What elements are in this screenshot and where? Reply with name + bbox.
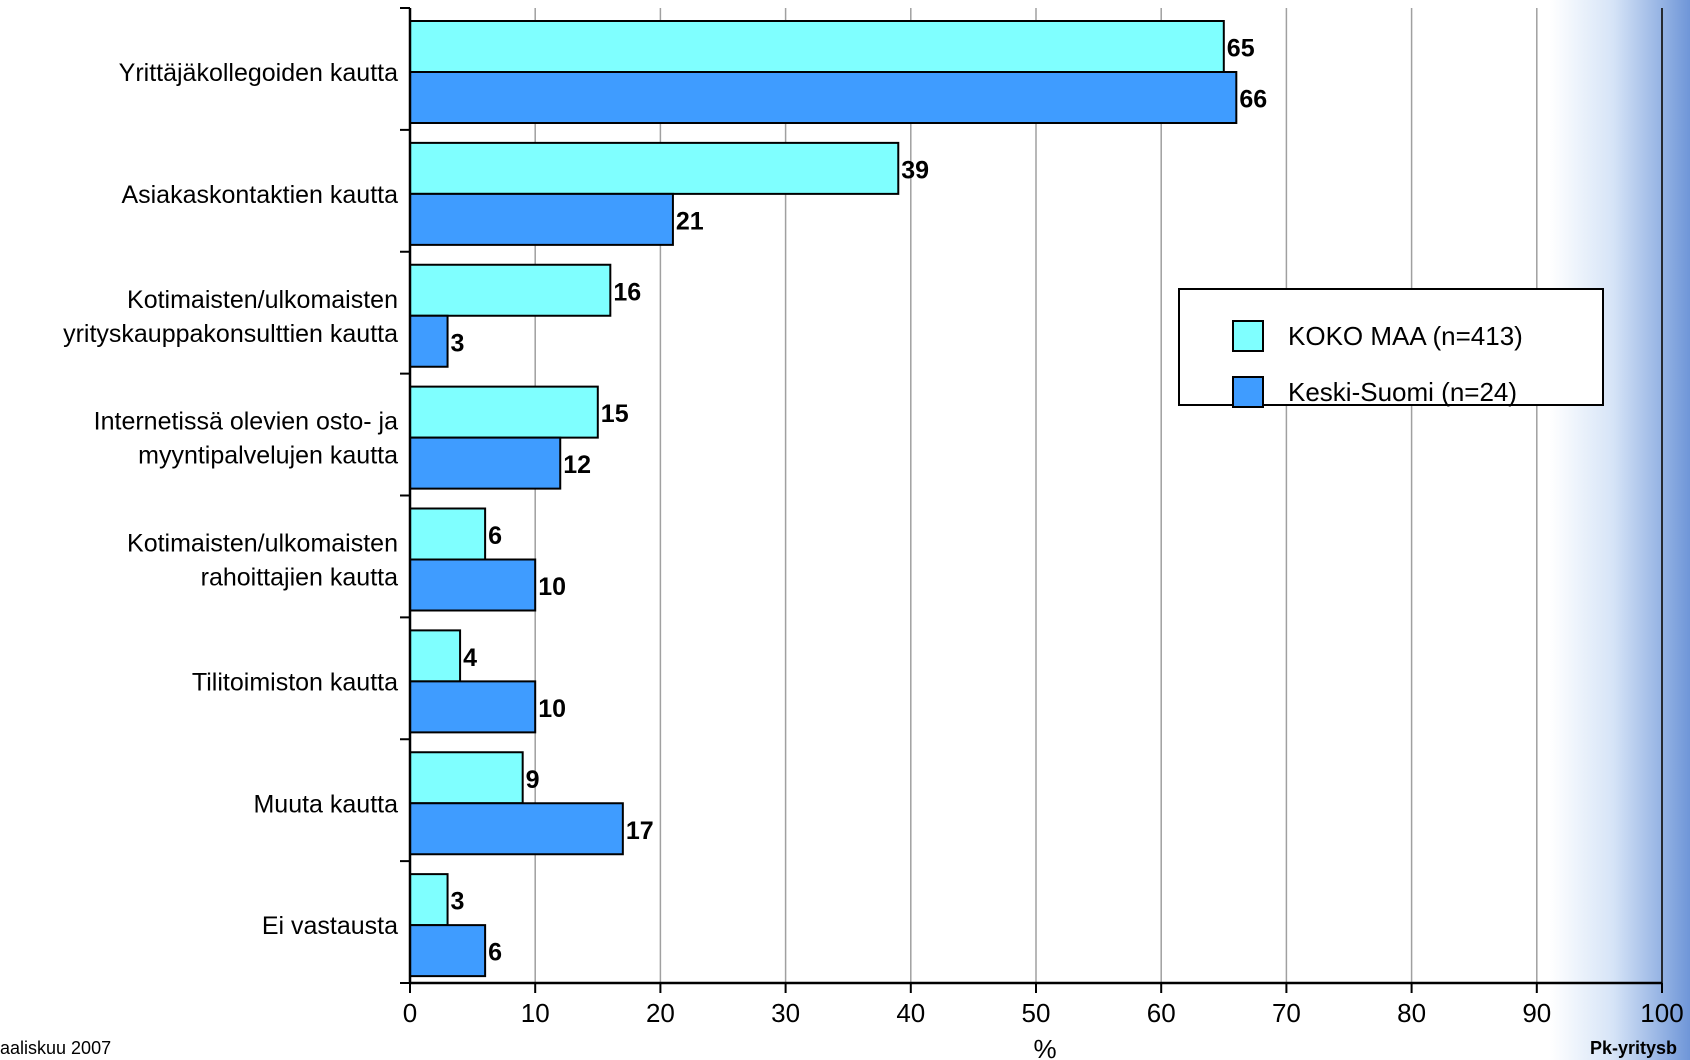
background-gradient bbox=[1550, 0, 1690, 1060]
bar-value-label: 15 bbox=[601, 400, 629, 428]
legend: KOKO MAA (n=413) Keski-Suomi (n=24) bbox=[1178, 288, 1604, 408]
x-tick-label: 90 bbox=[1522, 998, 1551, 1028]
bar-value-label: 3 bbox=[451, 888, 465, 916]
bars bbox=[409, 20, 1238, 978]
axes bbox=[400, 7, 1663, 993]
bar-value-label: 39 bbox=[901, 156, 929, 184]
bar bbox=[409, 802, 624, 856]
bar-value-label: 66 bbox=[1239, 86, 1267, 114]
bar bbox=[409, 680, 537, 734]
category-label: Asiakaskontaktien kautta bbox=[121, 181, 398, 209]
bar-value-label: 6 bbox=[488, 522, 502, 550]
legend-label-keski-suomi: Keski-Suomi (n=24) bbox=[1288, 376, 1518, 407]
category-label: Kotimaisten/ulkomaisten bbox=[127, 286, 398, 314]
x-tick-label: 50 bbox=[1022, 998, 1051, 1028]
bar-value-label: 6 bbox=[488, 939, 502, 967]
x-tick-label: 80 bbox=[1397, 998, 1426, 1028]
bar-value-label: 12 bbox=[563, 451, 591, 479]
category-label: Internetissä olevien osto- ja bbox=[94, 408, 398, 436]
bar bbox=[409, 20, 1225, 73]
bar-value-label: 10 bbox=[538, 573, 566, 601]
bar bbox=[409, 629, 462, 683]
category-label: rahoittajien kautta bbox=[201, 564, 398, 592]
bar-value-label: 16 bbox=[613, 278, 641, 306]
category-label: Tilitoimiston kautta bbox=[192, 668, 398, 696]
legend-label-koko-maa: KOKO MAA (n=413) bbox=[1288, 320, 1523, 351]
bar-value-label: 3 bbox=[451, 329, 465, 357]
labels: 0 10 20 30 40 50 60 70 80 90 1006566Yrittäjäkolleg… bbox=[63, 35, 1684, 1029]
bar bbox=[409, 71, 1238, 124]
category-label: myyntipalvelujen kautta bbox=[138, 442, 398, 470]
category-label: Ei vastausta bbox=[262, 912, 398, 940]
bar bbox=[409, 436, 562, 490]
bar-value-label: 4 bbox=[463, 644, 477, 672]
legend-swatch-koko-maa bbox=[1232, 320, 1264, 352]
footer-date: aaliskuu 2007 bbox=[0, 1038, 112, 1058]
bar bbox=[409, 558, 537, 612]
bar bbox=[409, 507, 487, 561]
bar bbox=[409, 263, 612, 317]
bar bbox=[409, 751, 524, 805]
bar bbox=[409, 924, 487, 978]
bar bbox=[409, 314, 449, 368]
x-axis-title: % bbox=[1033, 1034, 1056, 1060]
bar bbox=[409, 192, 674, 246]
legend-swatch-keski-suomi bbox=[1232, 376, 1264, 408]
x-tick-label: 70 bbox=[1272, 998, 1301, 1028]
bar-value-label: 17 bbox=[626, 817, 654, 845]
bar-value-label: 21 bbox=[676, 207, 704, 235]
category-label: Kotimaisten/ulkomaisten bbox=[127, 530, 398, 558]
bar bbox=[409, 385, 599, 439]
footer-source: Pk-yritysb bbox=[1590, 1038, 1678, 1058]
x-tick-label: 30 bbox=[771, 998, 800, 1028]
category-label: yrityskauppakonsulttien kautta bbox=[63, 320, 398, 348]
bar bbox=[409, 141, 900, 195]
x-tick-label: 20 bbox=[646, 998, 675, 1028]
x-tick-label: 10 bbox=[521, 998, 550, 1028]
x-tick-label: 40 bbox=[896, 998, 925, 1028]
bar-value-label: 10 bbox=[538, 695, 566, 723]
legend-item-koko-maa: KOKO MAA (n=413) bbox=[1232, 320, 1523, 352]
x-tick-label: 60 bbox=[1147, 998, 1176, 1028]
bar-value-label: 65 bbox=[1227, 35, 1255, 63]
x-tick-label: 0 bbox=[403, 998, 417, 1028]
category-label: Muuta kautta bbox=[253, 790, 398, 818]
category-label: Yrittäjäkollegoiden kautta bbox=[119, 59, 398, 87]
legend-item-keski-suomi: Keski-Suomi (n=24) bbox=[1232, 376, 1517, 408]
bar bbox=[409, 873, 449, 927]
bar-value-label: 9 bbox=[526, 766, 540, 794]
x-tick-label: 100 bbox=[1640, 998, 1683, 1028]
